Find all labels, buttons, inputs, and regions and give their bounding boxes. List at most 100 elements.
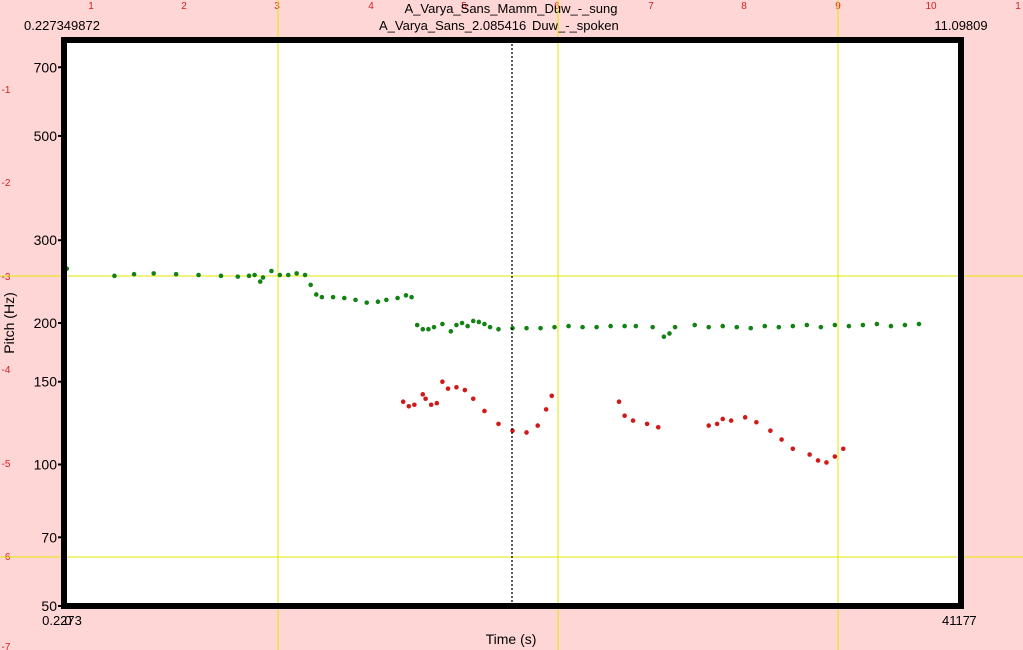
spoken-pitch-point <box>754 419 759 425</box>
spoken-pitch-point <box>423 396 428 402</box>
sung-pitch-point <box>252 272 257 278</box>
bottom-right-time-b: 7 <box>969 613 976 628</box>
x-axis-label: Time (s) <box>486 631 537 647</box>
sung-pitch-point <box>720 323 726 329</box>
sung-pitch-point <box>431 324 437 330</box>
spoken-pitch-point <box>420 392 426 397</box>
spoken-pitch-point <box>400 399 406 405</box>
y-tick-label: 700 <box>34 59 58 75</box>
sung-pitch-point <box>566 323 571 329</box>
sung-pitch-point <box>395 295 400 301</box>
sung-pitch-point <box>692 322 698 328</box>
sung-pitch-point <box>594 324 599 330</box>
spoken-pitch-point <box>790 446 796 452</box>
sung-pitch-point <box>426 326 431 332</box>
sung-pitch-point <box>302 272 308 278</box>
spoken-pitch-point <box>706 423 712 428</box>
sung-pitch-point <box>131 271 137 277</box>
spoken-pitch-point <box>840 446 846 452</box>
spoken-pitch-point <box>470 396 476 402</box>
sung-pitch-point <box>330 294 336 300</box>
spoken-pitch-point <box>454 384 459 390</box>
sung-pitch-point <box>112 273 117 279</box>
spoken-pitch-point <box>655 424 661 430</box>
y-axis-label: Pitch (Hz) <box>1 292 17 353</box>
left-ruler-label: -4 <box>2 365 11 376</box>
file-title-spoken-left: A_Varya_Sans_ <box>379 18 473 33</box>
y-tick-label: 300 <box>34 232 58 248</box>
sung-pitch-point <box>790 323 796 329</box>
spoken-pitch-point <box>742 415 748 420</box>
top-ruler-label: 10 <box>925 1 937 12</box>
sung-pitch-point <box>246 273 252 279</box>
sung-pitch-point <box>319 294 325 300</box>
sung-pitch-point <box>277 272 283 278</box>
spoken-pitch-point <box>714 421 720 427</box>
top-ruler-label: 6 <box>554 1 560 12</box>
spoken-pitch-point <box>524 430 529 435</box>
top-ruler-label: 4 <box>368 1 374 12</box>
y-tick-label: 100 <box>34 457 58 473</box>
spoken-pitch-point <box>807 452 812 457</box>
sung-pitch-point <box>916 321 922 327</box>
sung-pitch-point <box>448 329 454 334</box>
sung-pitch-point <box>313 292 319 297</box>
sung-pitch-point <box>342 295 347 301</box>
sung-pitch-point <box>672 324 678 330</box>
spoken-pitch-point <box>630 418 636 423</box>
time-end-label: 11.09809 <box>934 18 987 33</box>
y-tick-label: 50 <box>41 598 57 614</box>
spoken-pitch-point <box>434 400 440 406</box>
top-ruler-label: 1 <box>1015 1 1021 12</box>
sung-pitch-point <box>476 319 482 325</box>
spoken-pitch-point <box>428 402 434 408</box>
sung-pitch-point <box>414 322 420 328</box>
sung-pitch-point <box>706 324 712 330</box>
sung-pitch-point <box>375 299 381 304</box>
sung-pitch-point <box>748 325 754 331</box>
spoken-pitch-point <box>815 458 821 463</box>
y-tick-label: 150 <box>34 374 58 390</box>
file-title-sung: A_Varya_Sans_Mamm_Duw_-_sung <box>405 1 618 16</box>
left-ruler-label: -3 <box>2 272 11 283</box>
sung-pitch-point <box>846 323 852 329</box>
sung-pitch-point <box>218 273 224 279</box>
top-ruler-label: 8 <box>741 1 747 12</box>
top-ruler-label: 7 <box>648 1 654 12</box>
cursor-time-overlap: 2.085416 <box>472 18 526 33</box>
sung-pitch-point <box>832 322 838 328</box>
sung-pitch-point <box>776 324 782 330</box>
sung-pitch-point <box>459 320 465 326</box>
spoken-pitch-point <box>496 421 501 427</box>
spoken-pitch-point <box>622 413 627 419</box>
sung-pitch-point <box>580 324 585 330</box>
bottom-left-time-b: 0 <box>64 613 71 628</box>
spoken-pitch-point <box>462 387 468 393</box>
spoken-pitch-point <box>406 403 412 409</box>
spoken-pitch-point <box>720 416 726 422</box>
spoken-pitch-point <box>832 454 838 459</box>
sung-pitch-point <box>524 325 529 331</box>
time-start-label: 0.227349872 <box>24 18 100 33</box>
sung-pitch-point <box>294 271 299 276</box>
sung-pitch-point <box>874 321 880 327</box>
spoken-pitch-point <box>728 418 734 423</box>
spoken-pitch-point <box>644 421 650 427</box>
sung-pitch-point <box>482 321 487 327</box>
left-ruler-label: -2 <box>2 178 11 189</box>
sung-pitch-point <box>285 272 291 278</box>
sung-pitch-point <box>403 293 409 298</box>
y-tick-label: 500 <box>34 128 58 144</box>
sung-pitch-point <box>622 323 627 329</box>
sung-pitch-point <box>353 297 358 303</box>
sung-pitch-point <box>538 325 543 331</box>
plot-area[interactable] <box>64 40 961 606</box>
sung-pitch-point <box>608 323 613 329</box>
sung-pitch-point <box>762 323 768 329</box>
sung-pitch-point <box>552 324 557 330</box>
sung-pitch-point <box>420 326 426 332</box>
y-tick-label: 70 <box>41 529 57 545</box>
spoken-pitch-point <box>445 386 451 391</box>
sung-pitch-point <box>235 274 241 279</box>
